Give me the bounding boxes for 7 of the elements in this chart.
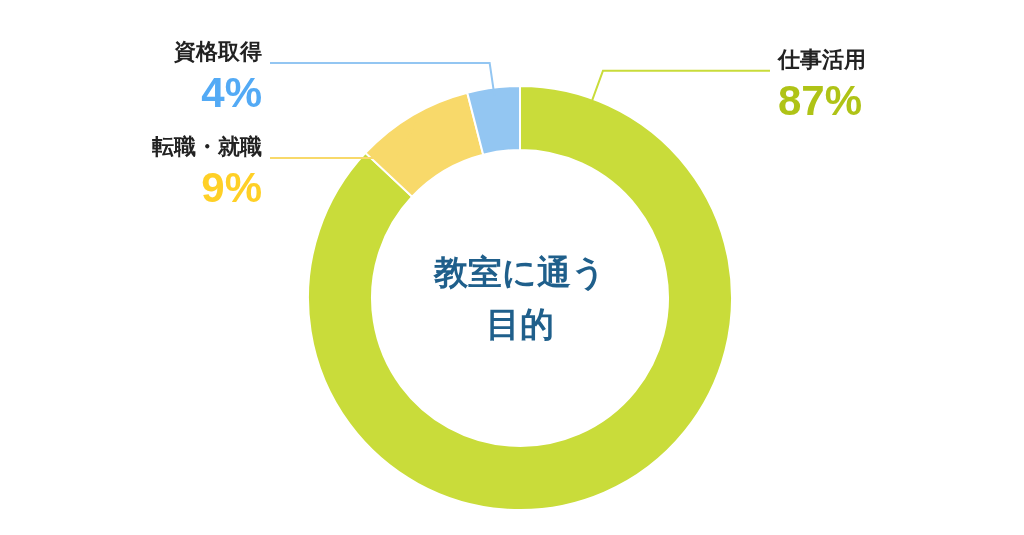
slice-label: 仕事活用 bbox=[777, 46, 866, 72]
data-label: 9% bbox=[201, 164, 262, 211]
slice-label: 資格取得 bbox=[173, 39, 262, 64]
data-label: 87% bbox=[778, 76, 863, 124]
text: 教室に通う目的 bbox=[433, 252, 606, 344]
data-label: 4% bbox=[201, 69, 262, 116]
slice-label: 転職・就職 bbox=[152, 134, 262, 159]
